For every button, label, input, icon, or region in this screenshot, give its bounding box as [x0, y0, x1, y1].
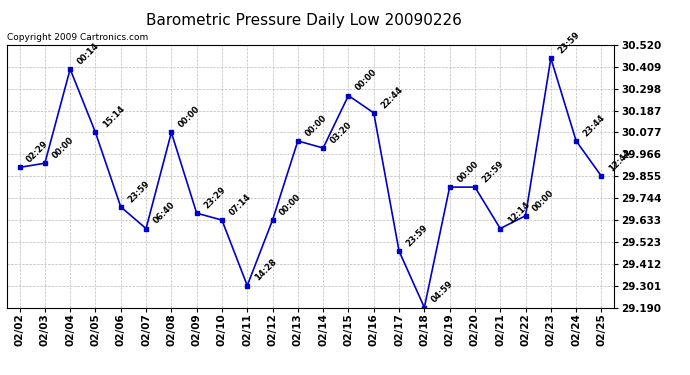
Text: 00:00: 00:00 [278, 192, 303, 217]
Text: 23:29: 23:29 [202, 185, 228, 210]
Text: 00:14: 00:14 [76, 41, 101, 66]
Text: 00:00: 00:00 [531, 188, 556, 213]
Text: 06:40: 06:40 [152, 201, 177, 226]
Text: 12:14: 12:14 [506, 200, 531, 226]
Text: 00:00: 00:00 [177, 105, 202, 130]
Text: 15:14: 15:14 [101, 104, 126, 130]
Text: 22:44: 22:44 [380, 85, 404, 110]
Text: 02:29: 02:29 [25, 140, 50, 165]
Text: 00:00: 00:00 [354, 68, 379, 93]
Text: 14:28: 14:28 [253, 258, 278, 283]
Text: 00:00: 00:00 [50, 135, 75, 160]
Text: 03:20: 03:20 [328, 120, 354, 145]
Text: 23:59: 23:59 [556, 30, 582, 56]
Text: 23:59: 23:59 [480, 159, 506, 184]
Text: 23:44: 23:44 [582, 113, 607, 138]
Text: Copyright 2009 Cartronics.com: Copyright 2009 Cartronics.com [7, 33, 148, 42]
Text: Barometric Pressure Daily Low 20090226: Barometric Pressure Daily Low 20090226 [146, 13, 462, 28]
Text: 04:59: 04:59 [430, 279, 455, 305]
Text: 12:44: 12:44 [607, 148, 632, 174]
Text: 23:59: 23:59 [404, 223, 430, 248]
Text: 00:00: 00:00 [455, 159, 480, 184]
Text: 23:59: 23:59 [126, 179, 152, 204]
Text: 07:14: 07:14 [228, 192, 253, 217]
Text: 00:00: 00:00 [304, 113, 328, 138]
